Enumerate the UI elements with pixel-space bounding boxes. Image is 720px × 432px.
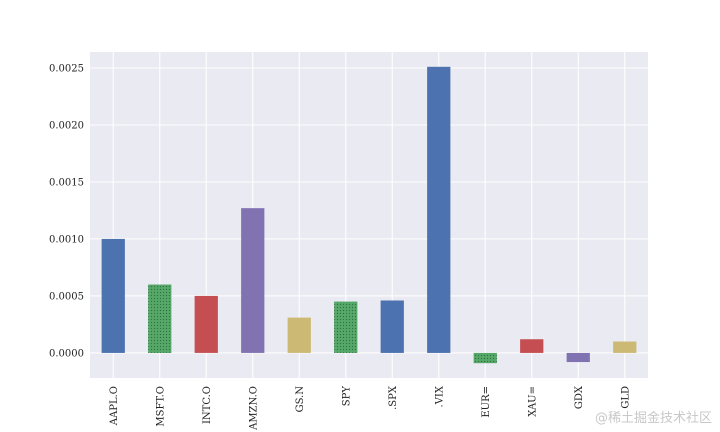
- x-tick-label: GDX: [574, 385, 585, 409]
- x-tick-label: GLD: [620, 386, 631, 409]
- x-tick-label: EUR=: [481, 386, 492, 418]
- x-tick-label: .SPX: [388, 385, 399, 410]
- x-tick-label: SPY: [341, 386, 352, 407]
- x-tick-label: XAU=: [527, 386, 538, 417]
- x-tick-label: AAPL.O: [109, 386, 120, 426]
- x-tick-label: INTC.O: [202, 386, 213, 424]
- bar-spx: [380, 300, 404, 353]
- bar-spy: [334, 301, 358, 353]
- y-tick-label: 0.0025: [49, 63, 84, 74]
- bar-msft-o: [148, 284, 172, 353]
- bar-xau: [520, 339, 544, 353]
- y-tick-label: 0.0010: [49, 234, 84, 245]
- y-tick-label: 0.0005: [49, 291, 84, 302]
- watermark-text: @稀土掘金技术社区: [594, 411, 712, 426]
- y-tick-label: 0.0020: [49, 120, 84, 131]
- y-tick-label: 0.0015: [49, 177, 84, 188]
- x-tick-label: GS.N: [295, 386, 306, 413]
- bar-aapl-o: [101, 238, 125, 353]
- bar-gs-n: [287, 317, 311, 353]
- x-tick-label: AMZN.O: [248, 386, 259, 431]
- bars: [101, 66, 637, 364]
- plot-area: [90, 52, 648, 378]
- bar-gld: [613, 341, 637, 353]
- y-axis-ticks: 0.0000 0.0005 0.0010 0.0015 0.0020 0.0025: [49, 63, 84, 359]
- bar-intc-o: [194, 295, 218, 353]
- bar-eur: [473, 352, 497, 364]
- y-tick-label: 0.0000: [49, 348, 84, 359]
- bar-vix: [427, 66, 451, 353]
- x-tick-label: .VIX: [434, 385, 445, 407]
- bar-amzn-o: [241, 208, 265, 353]
- x-tick-label: MSFT.O: [155, 386, 166, 427]
- x-axis-ticks: AAPL.O MSFT.O INTC.O AMZN.O GS.N SPY .SPX .VIX E…: [109, 385, 632, 431]
- bar-gdx: [566, 352, 590, 363]
